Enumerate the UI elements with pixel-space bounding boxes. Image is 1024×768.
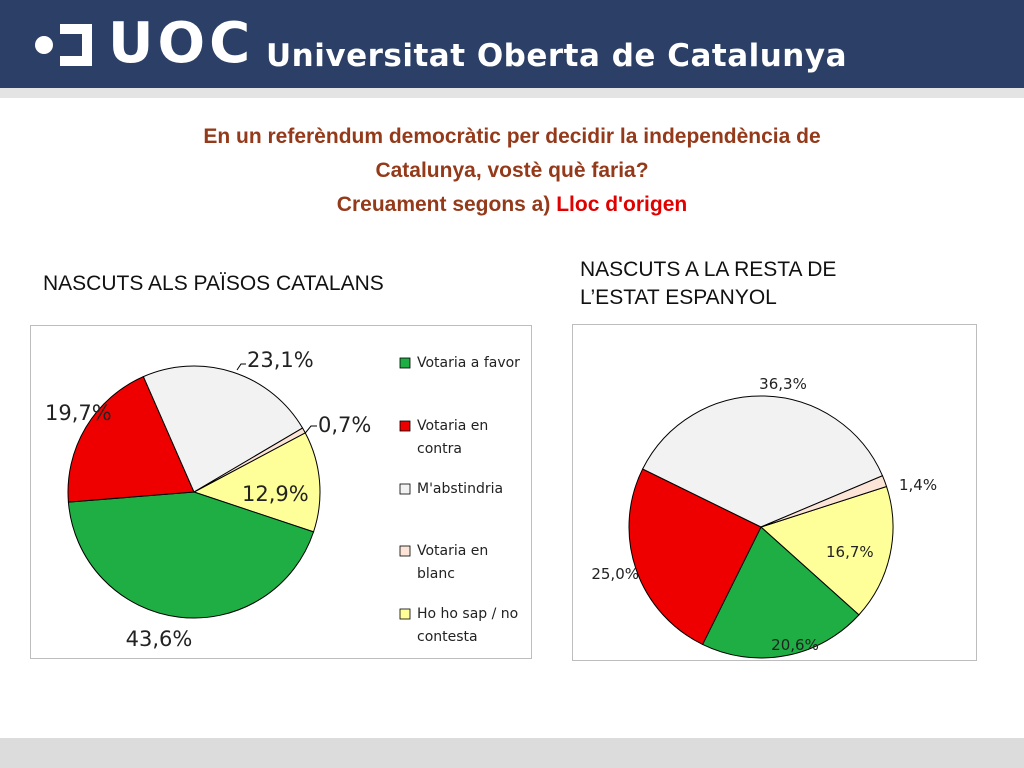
chart2-slice-no-contesta [760, 485, 894, 616]
title-line-3: Creuament segons a) Lloc d'origen [120, 188, 904, 222]
footer-bar [0, 738, 1024, 768]
chart1-label-votaria-en-blanc: 0,7% [318, 413, 371, 437]
chart2-slice-votaria-en-contra [628, 468, 762, 646]
header-stripe [0, 88, 1024, 98]
chart2-title: NASCUTS A LA RESTA DE L’ESTAT ESPANYOL [580, 256, 836, 312]
logo-dot [35, 36, 53, 54]
chart2-label-votaria-en-blanc: 1,4% [899, 476, 937, 494]
legend-swatch-votaria-en-contra [399, 420, 411, 432]
legend-label-votaria-en-contra: Votaria en [417, 418, 488, 434]
chart1-label-votaria-a-favor: 43,6% [126, 627, 193, 651]
logo-bracket [60, 24, 92, 66]
chart1-label-no-contesta: 12,9% [242, 482, 309, 506]
chart1-slice-votaria-en-blanc [193, 427, 306, 493]
chart1-slice-no-contesta [192, 432, 321, 533]
chart2-svg: 16,7% 20,6% 25,0% 36,3% 1,4% [591, 375, 937, 659]
chart2-title-line-2: L’ESTAT ESPANYOL [580, 286, 777, 309]
chart2-label-abstindria: 36,3% [759, 375, 807, 393]
chart2-slice-votaria-en-blanc [760, 475, 888, 528]
chart2-label-votaria-en-contra: 25,0% [591, 565, 639, 583]
chart2-label-votaria-a-favor: 20,6% [771, 636, 819, 654]
legend-swatch-abstindria [399, 483, 411, 495]
chart1-label-votaria-en-contra: 19,7% [45, 401, 112, 425]
title-line-3-highlight: Lloc d'origen [556, 193, 688, 216]
chart1-slice-abstindria [142, 365, 304, 493]
chart1-slice-votaria-a-favor [67, 491, 315, 619]
chart1-leader-abstindria [236, 363, 246, 371]
chart2-title-line-1: NASCUTS A LA RESTA DE [580, 258, 837, 281]
chart2-frame: 16,7% 20,6% 25,0% 36,3% 1,4% [572, 324, 977, 661]
uoc-logo-mark [35, 24, 92, 66]
legend-swatch-votaria-en-blanc [399, 545, 411, 557]
title-line-1: En un referèndum democràtic per decidir … [203, 125, 821, 148]
university-name: Universitat Oberta de Catalunya [266, 38, 848, 74]
legend-label-abstindria: M'abstindria [417, 481, 503, 497]
legend-label-votaria-en-contra-line2: contra [417, 441, 462, 457]
chart1-label-abstindria: 23,1% [247, 348, 314, 372]
legend-label-votaria-en-blanc: Votaria en [417, 543, 488, 559]
chart1-frame: 12,9% 43,6% 19,7% 23,1% 0,7% Votaria a favor V… [30, 325, 532, 659]
legend-label-no-contesta-line2: contesta [417, 629, 478, 645]
legend-label-no-contesta: Ho ho sap / no [417, 606, 518, 622]
chart1-title: NASCUTS ALS PAÏSOS CATALANS [43, 272, 384, 295]
chart2-label-no-contesta: 16,7% [826, 543, 874, 561]
title-line-2: Catalunya, vostè què faria? [375, 159, 649, 182]
chart2-slice-votaria-a-favor [701, 526, 860, 659]
header-bar: UOC Universitat Oberta de Catalunya [0, 0, 1024, 88]
legend-label-votaria-a-favor: Votaria a favor [417, 355, 520, 371]
legend-swatch-no-contesta [399, 608, 411, 620]
chart1-svg: 12,9% 43,6% 19,7% 23,1% 0,7% Votaria a favor V… [45, 348, 520, 651]
legend-swatch-votaria-a-favor [399, 357, 411, 369]
title-line-3-prefix: Creuament segons a) [336, 193, 557, 216]
chart1-slice-votaria-en-contra [67, 375, 195, 503]
logo-text: UOC [108, 11, 255, 76]
legend-label-votaria-en-blanc-line2: blanc [417, 566, 455, 582]
slide-title: En un referèndum democràtic per decidir … [120, 120, 904, 222]
chart2-slice-abstindria [641, 395, 884, 528]
